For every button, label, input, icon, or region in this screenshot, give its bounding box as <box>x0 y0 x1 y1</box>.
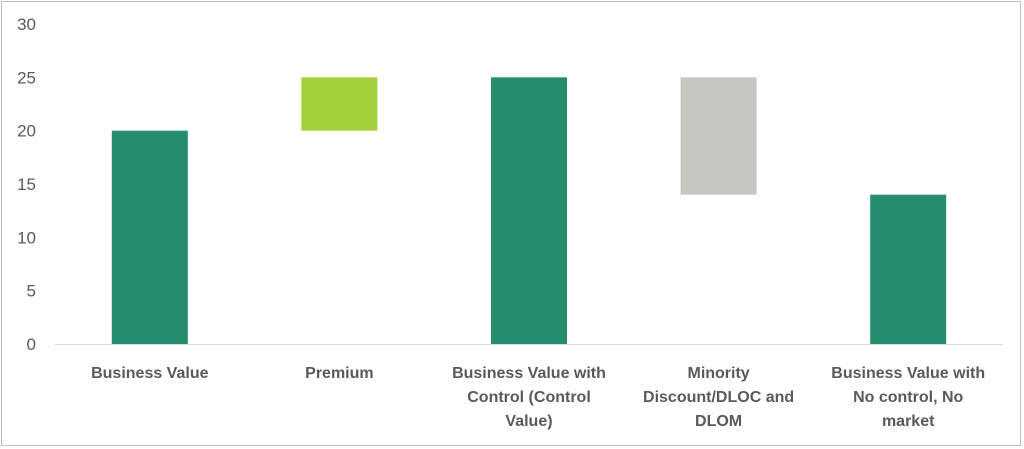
y-tick-label-1: 5 <box>27 282 36 301</box>
bar-4 <box>870 194 947 344</box>
category-label-1: Premium <box>305 365 373 382</box>
y-tick-label-5: 25 <box>17 68 36 87</box>
category-label-3: Minority Discount/DLOC and DLOM <box>643 365 794 430</box>
bar-2 <box>491 77 567 344</box>
category-label-4: Business Value with No control, No market <box>831 365 985 430</box>
y-tick-label-3: 15 <box>17 175 36 194</box>
y-tick-label-4: 20 <box>17 122 36 141</box>
category-label-0: Business Value <box>91 365 208 382</box>
y-tick-label-0: 0 <box>27 335 36 354</box>
bar-0 <box>111 130 188 344</box>
y-tick-label-6: 30 <box>17 15 36 34</box>
y-tick-label-2: 10 <box>17 228 36 247</box>
bar-1 <box>301 77 378 131</box>
category-label-2: Business Value with Control (Control Value… <box>452 365 606 430</box>
bar-3 <box>680 77 757 195</box>
